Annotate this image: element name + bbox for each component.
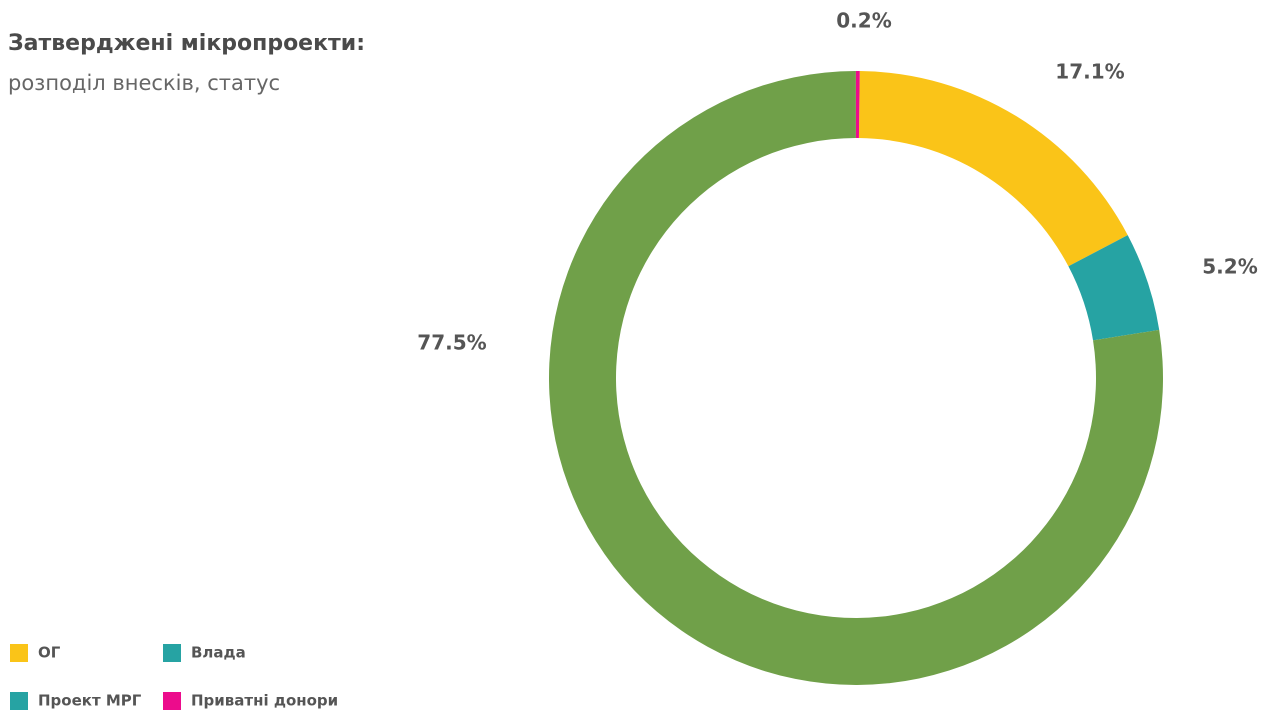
legend-label: ОГ (38, 644, 61, 662)
chart-title: Затверджені мікропроекти: (8, 31, 365, 56)
data-label: 5.2% (1202, 255, 1257, 279)
data-label: 0.2% (836, 9, 891, 33)
donut-slice (858, 71, 1128, 267)
donut-slice (1068, 235, 1160, 341)
data-label: 17.1% (1055, 60, 1124, 84)
legend-swatch (163, 692, 181, 710)
legend-label: Приватні донори (191, 692, 338, 710)
legend-label: Влада (191, 644, 246, 662)
legend-swatch (10, 644, 28, 662)
donut-slice (855, 70, 860, 139)
data-label: 77.5% (417, 331, 486, 355)
legend-swatch (10, 692, 28, 710)
legend-swatch (163, 644, 181, 662)
chart-subtitle: розподіл внесків, статус (8, 71, 280, 95)
legend-label: Проект МРГ (38, 692, 142, 710)
